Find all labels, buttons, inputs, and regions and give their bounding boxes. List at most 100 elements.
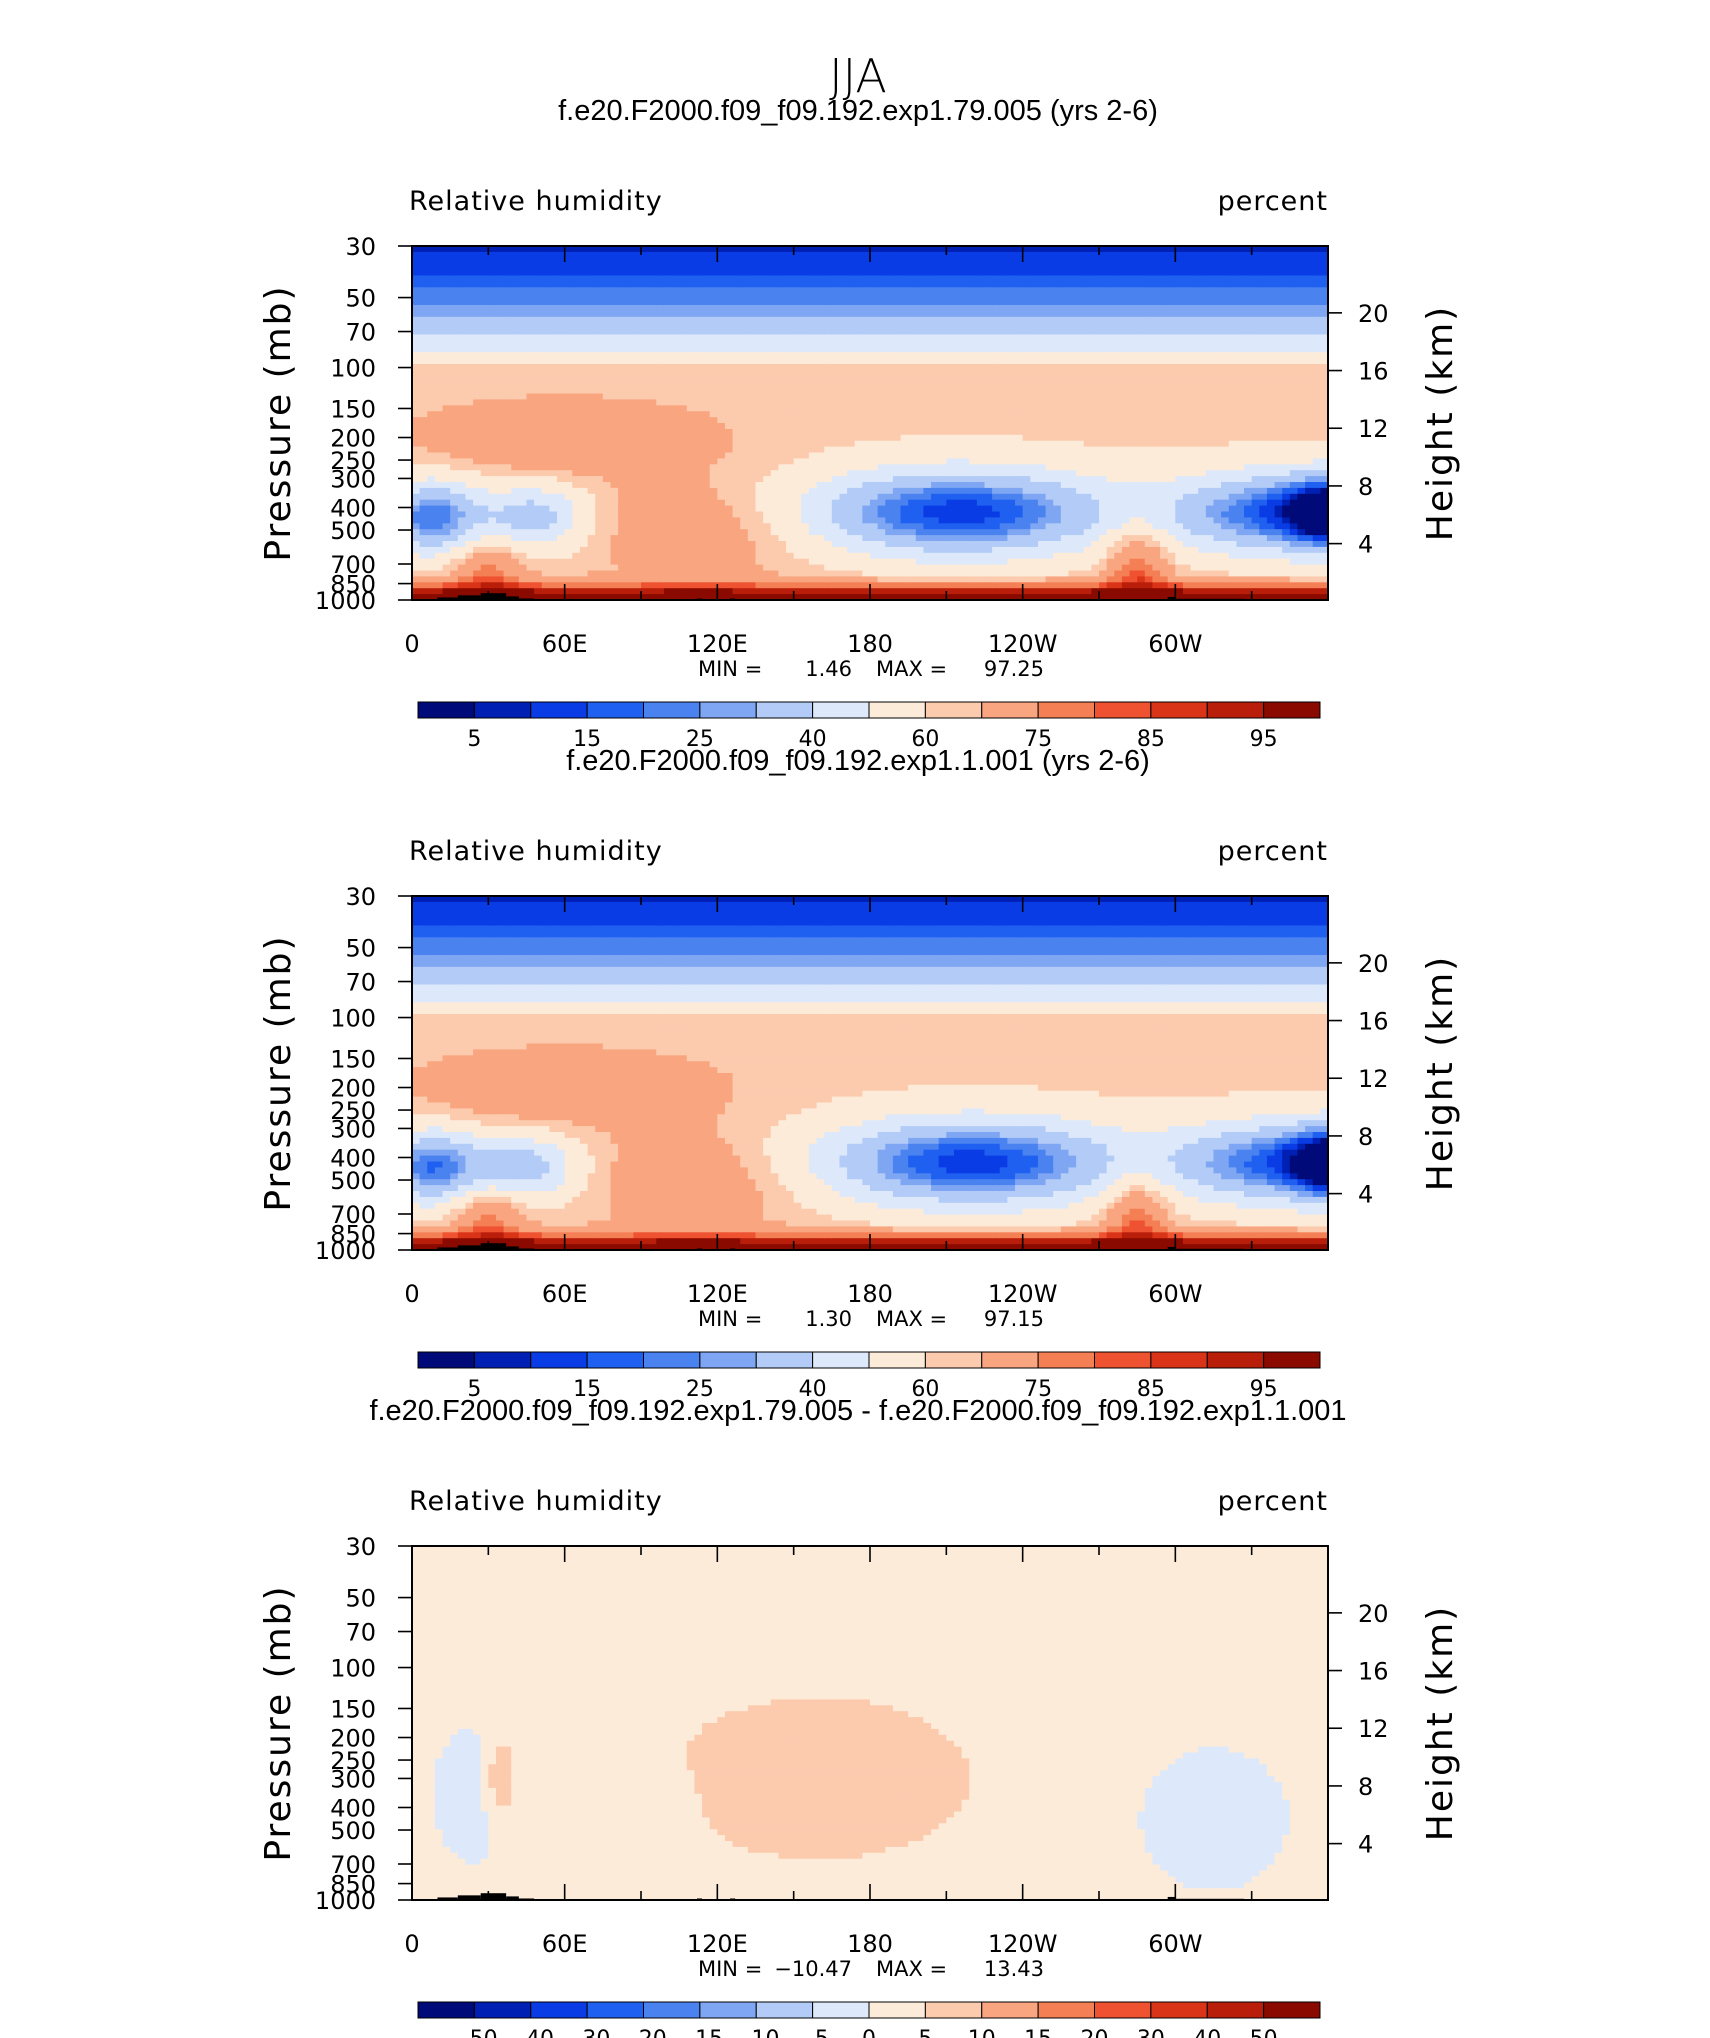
field-cell (1000, 500, 1008, 507)
field-cell (633, 287, 641, 294)
field-cell (664, 405, 672, 412)
field-cell (534, 441, 542, 448)
field-cell (557, 323, 565, 330)
field-cell (1000, 411, 1008, 418)
field-cell (923, 547, 931, 554)
field-cell (481, 529, 489, 536)
field-cell (710, 453, 718, 460)
field-cell (855, 311, 863, 318)
field-cell (954, 435, 962, 442)
field-cell (916, 535, 924, 542)
field-cell (481, 576, 489, 583)
field-cell (893, 571, 901, 578)
field-cell (458, 523, 466, 530)
field-cell (542, 458, 550, 465)
field-cell (618, 441, 626, 448)
field-cell (878, 323, 886, 330)
field-cell (649, 411, 657, 418)
field-cell (885, 453, 893, 460)
field-cell (565, 252, 573, 259)
field-cell (649, 535, 657, 542)
field-cell (786, 346, 794, 353)
field-cell (656, 429, 664, 436)
field-cell (954, 358, 962, 365)
field-cell (901, 447, 909, 454)
field-cell (420, 317, 428, 324)
field-cell (740, 293, 748, 300)
field-cell (962, 358, 970, 365)
field-cell (465, 541, 473, 548)
field-cell (778, 411, 786, 418)
field-cell (572, 399, 580, 406)
field-cell (1038, 565, 1046, 572)
field-cell (725, 252, 733, 259)
field-cell (435, 270, 443, 277)
field-cell (794, 388, 802, 395)
field-cell (725, 323, 733, 330)
field-cell (473, 529, 481, 536)
field-cell (435, 565, 443, 572)
field-cell (794, 464, 802, 471)
field-cell (847, 559, 855, 566)
field-cell (786, 329, 794, 336)
field-cell (412, 276, 420, 283)
field-cell (977, 317, 985, 324)
field-cell (481, 405, 489, 412)
field-cell (733, 588, 741, 595)
field-cell (664, 340, 672, 347)
field-cell (931, 388, 939, 395)
field-cell (946, 482, 954, 489)
field-cell (832, 305, 840, 312)
field-cell (870, 529, 878, 536)
field-cell (664, 588, 672, 595)
field-cell (946, 547, 954, 554)
field-cell (465, 388, 473, 395)
field-cell (496, 476, 504, 483)
field-cell (931, 529, 939, 536)
field-cell (725, 488, 733, 495)
field-cell (1007, 453, 1015, 460)
field-cell (847, 405, 855, 412)
field-cell (427, 470, 435, 477)
field-cell (565, 494, 573, 501)
field-cell (1023, 411, 1031, 418)
field-cell (549, 482, 557, 489)
field-cell (756, 293, 764, 300)
field-cell (916, 417, 924, 424)
field-cell (656, 506, 664, 512)
field-cell (626, 335, 634, 342)
field-cell (588, 281, 596, 288)
field-cell (656, 523, 664, 530)
field-cell (962, 323, 970, 330)
field-cell (450, 417, 458, 424)
field-cell (420, 252, 428, 259)
field-cell (962, 464, 970, 471)
field-cell (855, 553, 863, 560)
field-cell (412, 571, 420, 578)
field-cell (832, 317, 840, 324)
field-cell (656, 470, 664, 477)
field-cell (870, 512, 878, 519)
field-cell (557, 423, 565, 430)
field-cell (549, 264, 557, 271)
field-cell (420, 441, 428, 448)
field-cell (664, 411, 672, 418)
field-cell (595, 370, 603, 377)
field-cell (488, 335, 496, 342)
field-cell (1030, 447, 1038, 454)
field-cell (664, 423, 672, 430)
field-cell (565, 506, 573, 512)
field-cell (801, 553, 809, 560)
field-cell (733, 482, 741, 489)
field-cell (496, 335, 504, 342)
field-cell (862, 364, 870, 371)
field-cell (496, 512, 504, 519)
field-cell (450, 494, 458, 501)
field-cell (969, 264, 977, 271)
field-cell (740, 523, 748, 530)
field-cell (954, 429, 962, 436)
field-cell (420, 582, 428, 589)
field-cell (923, 376, 931, 383)
field-cell (549, 571, 557, 578)
field-cell (565, 441, 573, 448)
